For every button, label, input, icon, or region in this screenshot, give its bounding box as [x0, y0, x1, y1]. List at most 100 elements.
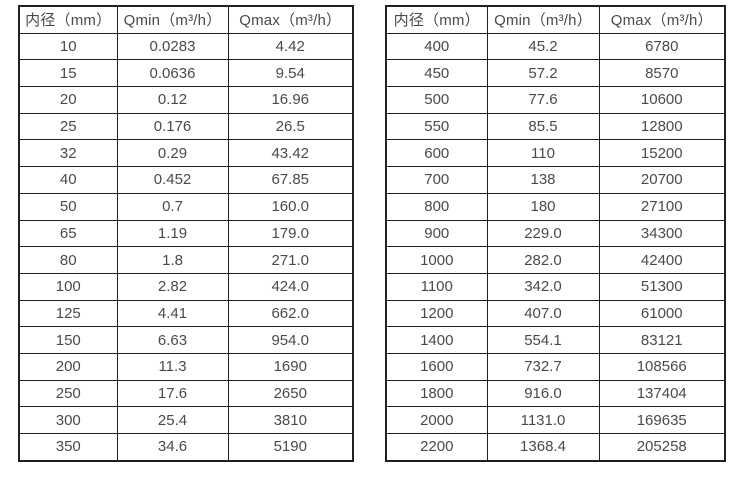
table-cell: 169635	[598, 406, 726, 434]
table-cell: 1131.0	[486, 406, 600, 434]
table-cell: 67.85	[227, 166, 354, 194]
table-row: 900 229.0 34300	[385, 219, 726, 248]
table-cell: 100	[18, 272, 118, 301]
table-cell: 0.0283	[116, 32, 229, 61]
table-cell: 500	[385, 86, 488, 114]
table-row: 1800 916.0 137404	[385, 379, 726, 408]
table-row: 125 4.41 662.0	[18, 299, 354, 328]
table-cell: 15	[18, 59, 118, 88]
table-row: 100 2.82 424.0	[18, 272, 354, 301]
flow-range-table-small-diameter: 内径（mm） Qmin（m³/h） Qmax（m³/h） 10 0.0283 4.4…	[18, 5, 354, 462]
table-row: 50 0.7 160.0	[18, 192, 354, 221]
table-row: 40 0.452 67.85	[18, 166, 354, 194]
table-cell: 25	[18, 112, 118, 141]
table-cell: 0.29	[116, 139, 229, 168]
table-cell: 27100	[598, 192, 726, 221]
table-cell: 5190	[227, 432, 354, 462]
table-cell: 0.12	[116, 86, 229, 114]
table-row: 500 77.6 10600	[385, 86, 726, 114]
column-header-qmin: Qmin（m³/h）	[116, 5, 229, 34]
table-row: 600 110 15200	[385, 139, 726, 168]
table-cell: 0.7	[116, 192, 229, 221]
table-cell: 160.0	[227, 192, 354, 221]
table-row: 800 180 27100	[385, 192, 726, 221]
table-cell: 12800	[598, 112, 726, 141]
table-cell: 1600	[385, 352, 488, 381]
table-cell: 4.42	[227, 32, 354, 61]
table-row: 250 17.6 2650	[18, 379, 354, 408]
table-cell: 8570	[598, 59, 726, 88]
table-cell: 0.176	[116, 112, 229, 141]
table-cell: 110	[486, 139, 600, 168]
table-row: 20 0.12 16.96	[18, 86, 354, 114]
table-cell: 954.0	[227, 326, 354, 354]
table-cell: 20700	[598, 166, 726, 194]
table-cell: 350	[18, 432, 118, 462]
table-cell: 137404	[598, 379, 726, 408]
table-row: 2200 1368.4 205258	[385, 432, 726, 462]
table-cell: 125	[18, 299, 118, 328]
table-row: 10 0.0283 4.42	[18, 32, 354, 61]
table-cell: 6.63	[116, 326, 229, 354]
table-row: 350 34.6 5190	[18, 432, 354, 462]
table-cell: 85.5	[486, 112, 600, 141]
table-row: 200 11.3 1690	[18, 352, 354, 381]
table-cell: 40	[18, 166, 118, 194]
table-cell: 200	[18, 352, 118, 381]
table-cell: 400	[385, 32, 488, 61]
column-header-inner-diameter: 内径（mm）	[385, 5, 488, 34]
table-row: 1100 342.0 51300	[385, 272, 726, 301]
table-cell: 342.0	[486, 272, 600, 301]
table-cell: 42400	[598, 246, 726, 274]
table-body-small-diameter: 10 0.0283 4.42 15 0.0636 9.54 20 0.12 16.96 25 0.1…	[18, 32, 354, 462]
flow-range-table-large-diameter: 内径（mm） Qmin（m³/h） Qmax（m³/h） 400 45.2 6780…	[385, 5, 726, 462]
table-row: 25 0.176 26.5	[18, 112, 354, 141]
table-row: 700 138 20700	[385, 166, 726, 194]
table-cell: 1400	[385, 326, 488, 354]
table-cell: 1690	[227, 352, 354, 381]
table-cell: 15200	[598, 139, 726, 168]
table-cell: 4.41	[116, 299, 229, 328]
table-cell: 1000	[385, 246, 488, 274]
table-cell: 550	[385, 112, 488, 141]
table-cell: 43.42	[227, 139, 354, 168]
table-cell: 250	[18, 379, 118, 408]
table-cell: 916.0	[486, 379, 600, 408]
table-cell: 83121	[598, 326, 726, 354]
table-cell: 17.6	[116, 379, 229, 408]
table-cell: 51300	[598, 272, 726, 301]
table-cell: 6780	[598, 32, 726, 61]
table-row: 1200 407.0 61000	[385, 299, 726, 328]
table-row: 150 6.63 954.0	[18, 326, 354, 354]
table-cell: 700	[385, 166, 488, 194]
table-cell: 77.6	[486, 86, 600, 114]
table-cell: 10	[18, 32, 118, 61]
table-row: 400 45.2 6780	[385, 32, 726, 61]
table-cell: 26.5	[227, 112, 354, 141]
table-cell: 179.0	[227, 219, 354, 248]
table-cell: 407.0	[486, 299, 600, 328]
table-row: 2000 1131.0 169635	[385, 406, 726, 434]
table-cell: 732.7	[486, 352, 600, 381]
table-cell: 34300	[598, 219, 726, 248]
table-cell: 25.4	[116, 406, 229, 434]
table-row: 65 1.19 179.0	[18, 219, 354, 248]
table-cell: 229.0	[486, 219, 600, 248]
table-cell: 1.19	[116, 219, 229, 248]
column-header-qmax: Qmax（m³/h）	[598, 5, 726, 34]
table-cell: 34.6	[116, 432, 229, 462]
table-row: 300 25.4 3810	[18, 406, 354, 434]
table-row: 15 0.0636 9.54	[18, 59, 354, 88]
table-cell: 10600	[598, 86, 726, 114]
column-header-qmin: Qmin（m³/h）	[486, 5, 600, 34]
table-cell: 0.0636	[116, 59, 229, 88]
table-cell: 1368.4	[486, 432, 600, 462]
table-cell: 180	[486, 192, 600, 221]
table-cell: 205258	[598, 432, 726, 462]
table-cell: 1100	[385, 272, 488, 301]
table-row: 32 0.29 43.42	[18, 139, 354, 168]
table-cell: 9.54	[227, 59, 354, 88]
table-cell: 900	[385, 219, 488, 248]
table-cell: 282.0	[486, 246, 600, 274]
